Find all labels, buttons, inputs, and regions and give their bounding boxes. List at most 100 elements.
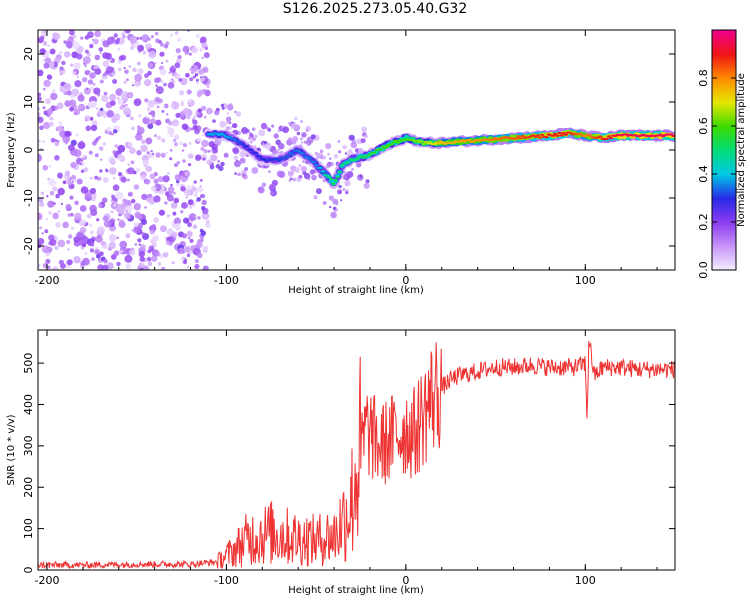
noise-blob bbox=[90, 192, 97, 199]
noise-blob bbox=[192, 184, 195, 188]
noise-blob bbox=[169, 133, 174, 138]
noise-blob bbox=[164, 236, 167, 239]
ridge-cell bbox=[466, 138, 472, 142]
noise-blob bbox=[184, 50, 190, 55]
ridge-halo-blob bbox=[303, 140, 307, 144]
noise-blob bbox=[91, 257, 95, 261]
noise-blob bbox=[164, 201, 168, 205]
ridge-cell bbox=[227, 135, 233, 138]
noise-blob bbox=[100, 158, 103, 161]
noise-blob bbox=[185, 73, 190, 78]
noise-blob bbox=[48, 164, 52, 168]
spectrogram-marks bbox=[38, 30, 675, 270]
noise-blob bbox=[201, 134, 204, 137]
noise-blob bbox=[102, 52, 109, 59]
ridge-halo-blob bbox=[299, 175, 303, 179]
ridge-cell bbox=[490, 139, 495, 142]
ridge-halo-blob bbox=[288, 121, 292, 125]
colorbar-swatch bbox=[712, 118, 736, 121]
noise-blob bbox=[163, 105, 166, 108]
noise-blob bbox=[116, 261, 121, 267]
noise-blob bbox=[64, 170, 71, 177]
noise-blob bbox=[64, 130, 71, 137]
noise-blob bbox=[138, 243, 142, 246]
noise-blob bbox=[157, 262, 162, 266]
ridge-halo-blob bbox=[278, 171, 286, 178]
noise-blob bbox=[118, 55, 124, 61]
noise-blob bbox=[188, 237, 191, 240]
noise-blob bbox=[88, 150, 93, 155]
noise-blob bbox=[131, 228, 135, 232]
ridge-cell bbox=[361, 156, 366, 159]
ridge-cell bbox=[516, 135, 521, 138]
noise-blob bbox=[160, 152, 166, 158]
noise-blob bbox=[136, 150, 142, 156]
ridge-cell bbox=[606, 135, 612, 138]
noise-blob bbox=[174, 174, 182, 181]
noise-blob bbox=[116, 37, 121, 42]
colorbar-swatch bbox=[712, 132, 736, 135]
colorbar-swatch bbox=[712, 262, 736, 265]
noise-blob bbox=[95, 235, 103, 243]
ridge-halo-blob bbox=[273, 133, 279, 139]
ridge-cell bbox=[395, 141, 400, 144]
ridge-halo-blob bbox=[305, 128, 309, 132]
ridge-cell bbox=[559, 134, 564, 137]
noise-blob bbox=[151, 185, 157, 192]
noise-blob bbox=[176, 37, 182, 42]
colorbar-swatch bbox=[712, 92, 736, 95]
ridge-cell bbox=[540, 133, 545, 136]
noise-blob bbox=[38, 263, 41, 268]
noise-blob bbox=[149, 48, 152, 51]
ridge-halo-blob bbox=[221, 106, 225, 110]
noise-blob bbox=[59, 85, 66, 93]
noise-blob bbox=[171, 119, 179, 127]
ridge-halo-blob bbox=[257, 147, 261, 151]
noise-blob bbox=[42, 106, 46, 110]
noise-blob bbox=[166, 113, 169, 116]
noise-blob bbox=[44, 57, 52, 64]
noise-blob bbox=[119, 249, 123, 253]
colorbar-tick-label: 0.0 bbox=[697, 261, 710, 279]
ridge-cell bbox=[432, 143, 437, 146]
noise-blob bbox=[188, 142, 192, 145]
ridge-cell bbox=[531, 134, 536, 137]
snr-x-tick-label: -200 bbox=[34, 574, 59, 587]
noise-blob bbox=[75, 133, 79, 137]
noise-blob bbox=[182, 107, 190, 115]
colorbar-swatch bbox=[712, 226, 736, 229]
noise-blob bbox=[151, 224, 157, 230]
noise-blob bbox=[83, 251, 88, 256]
noise-blob bbox=[201, 206, 206, 211]
colorbar-swatch bbox=[712, 196, 736, 199]
noise-blob bbox=[38, 92, 42, 97]
noise-blob bbox=[202, 81, 206, 85]
noise-blob bbox=[165, 240, 171, 246]
noise-blob bbox=[183, 217, 190, 224]
colorbar-swatch bbox=[712, 256, 736, 259]
noise-blob bbox=[124, 30, 131, 34]
colorbar-swatch bbox=[712, 242, 736, 245]
noise-blob bbox=[155, 152, 161, 158]
noise-blob bbox=[74, 200, 79, 206]
noise-blob bbox=[126, 178, 130, 182]
ridge-cell bbox=[232, 138, 237, 141]
noise-blob bbox=[38, 237, 45, 245]
noise-blob bbox=[43, 79, 51, 88]
ridge-cell bbox=[249, 148, 254, 152]
noise-blob bbox=[52, 266, 59, 270]
noise-blob bbox=[161, 109, 165, 113]
colorbar-swatch bbox=[712, 54, 736, 57]
colorbar-swatch bbox=[712, 68, 736, 71]
noise-blob bbox=[89, 187, 97, 195]
ridge-halo-blob bbox=[319, 149, 324, 153]
ridge-cell bbox=[296, 150, 301, 153]
ridge-halo-blob bbox=[311, 174, 317, 181]
noise-blob bbox=[185, 196, 188, 199]
ridge-halo-blob bbox=[336, 189, 343, 195]
noise-blob bbox=[117, 144, 126, 153]
noise-blob bbox=[166, 214, 171, 218]
ridge-halo-blob bbox=[345, 184, 347, 187]
colorbar-swatch bbox=[712, 264, 736, 267]
